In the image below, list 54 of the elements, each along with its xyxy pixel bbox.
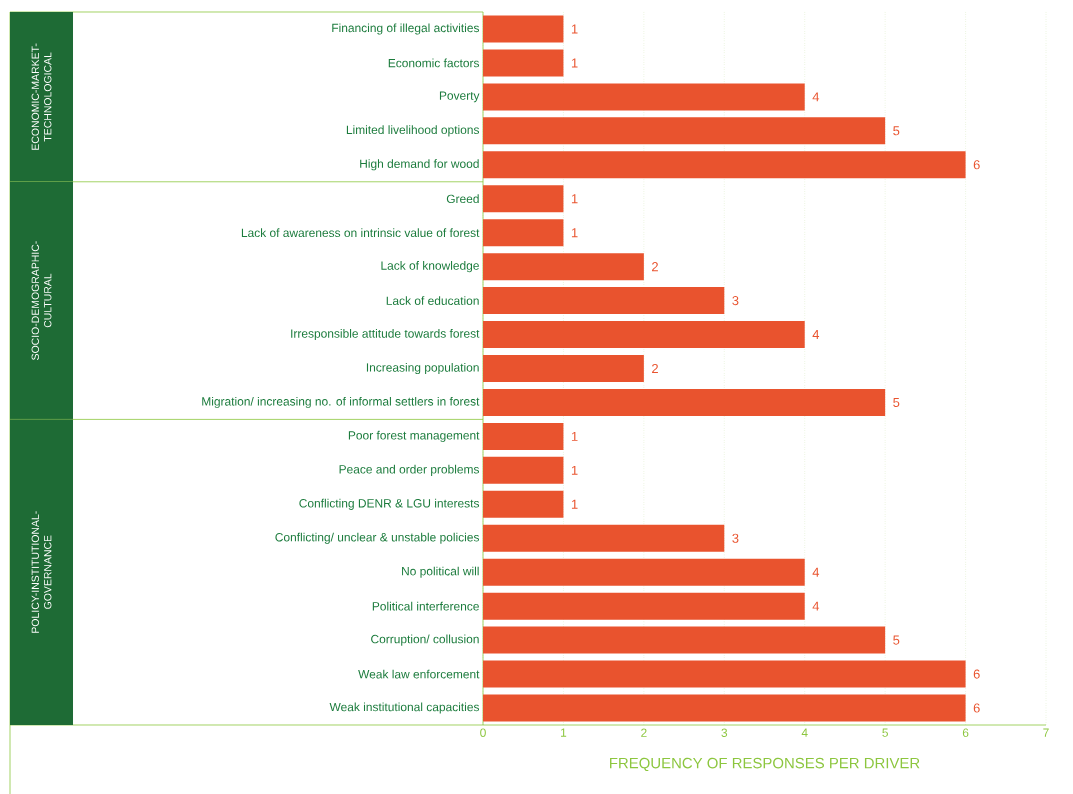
x-tick-label: 5 xyxy=(882,728,888,737)
x-tick-label: 7 xyxy=(1043,728,1049,737)
data-label: 4 xyxy=(812,567,820,577)
data-label: 1 xyxy=(571,24,578,34)
y-tick-label: No political will xyxy=(402,566,479,578)
y-tick-label: Corruption/ collusion xyxy=(371,634,479,646)
y-tick-label: Greed xyxy=(446,194,479,203)
y-tick-label: Increasing population xyxy=(366,362,479,374)
x-tick-label: 0 xyxy=(480,728,486,737)
y-tick-label: Weak institutional capacities xyxy=(329,702,480,714)
y-tick-label: Peace and order problems xyxy=(339,464,480,476)
data-label: 6 xyxy=(973,160,980,170)
data-label: 1 xyxy=(571,58,578,68)
data-label: 4 xyxy=(812,92,820,102)
x-axis-title: FREQUENCY OF RESPONSES PER DRIVER xyxy=(610,757,920,771)
text: POLICY-INSTITUTIONAL-GOVERNANCE xyxy=(31,511,52,633)
data-label: 4 xyxy=(812,329,820,339)
y-tick-label: Irresponsible attitude towards forest xyxy=(291,328,480,340)
x-tick-label: 2 xyxy=(641,728,647,737)
y-tick-label: Poor forest management xyxy=(348,430,480,442)
data-label: 3 xyxy=(732,533,739,543)
data-label: 1 xyxy=(571,465,578,475)
data-label: 6 xyxy=(973,669,980,679)
data-label: 5 xyxy=(893,126,900,136)
y-tick-label: Conflicting DENR & LGU interests xyxy=(299,498,480,510)
x-tick-label: 6 xyxy=(962,728,969,737)
data-label: 1 xyxy=(571,499,578,509)
y-tick-label: Limited livelihood options xyxy=(346,125,480,137)
data-label: 3 xyxy=(732,295,739,305)
text: ECONOMIC-MARKET-TECHNOLOGICAL xyxy=(31,43,52,150)
text: SOCIO-DEMOGRAPHIC-CULTURAL xyxy=(31,241,52,360)
data-label: 1 xyxy=(571,431,578,441)
y-tick-label: Weak law enforcement xyxy=(358,669,480,679)
data-label: 5 xyxy=(893,397,900,407)
y-tick-label: Financing of illegal activities xyxy=(332,23,480,35)
x-tick-label: 1 xyxy=(561,728,567,737)
y-tick-label: Poverty xyxy=(439,91,480,103)
data-label: 6 xyxy=(973,703,980,713)
data-label: 2 xyxy=(652,261,658,271)
y-tick-label: Conflicting/ unclear & unstable policies xyxy=(275,532,480,544)
y-tick-label: Lack of knowledge xyxy=(381,260,479,273)
x-tick-label: 4 xyxy=(801,728,808,737)
data-label: 2 xyxy=(652,363,658,373)
data-label: 1 xyxy=(571,194,578,203)
x-tick-label: 3 xyxy=(721,728,728,737)
data-label: 4 xyxy=(812,601,820,611)
y-tick-label: Lack of education xyxy=(386,296,479,305)
y-tick-label: Lack of awareness on intrinsic value of forest xyxy=(241,228,480,237)
y-tick-label: Migration/ increasing no. of informal settlers in forest xyxy=(202,396,480,408)
y-tick-label: Political interference xyxy=(372,601,479,611)
data-label: 5 xyxy=(893,635,900,645)
y-tick-label: Economic factors xyxy=(388,58,480,68)
data-label: 1 xyxy=(571,228,578,237)
y-tick-label: High demand for wood xyxy=(360,159,479,171)
